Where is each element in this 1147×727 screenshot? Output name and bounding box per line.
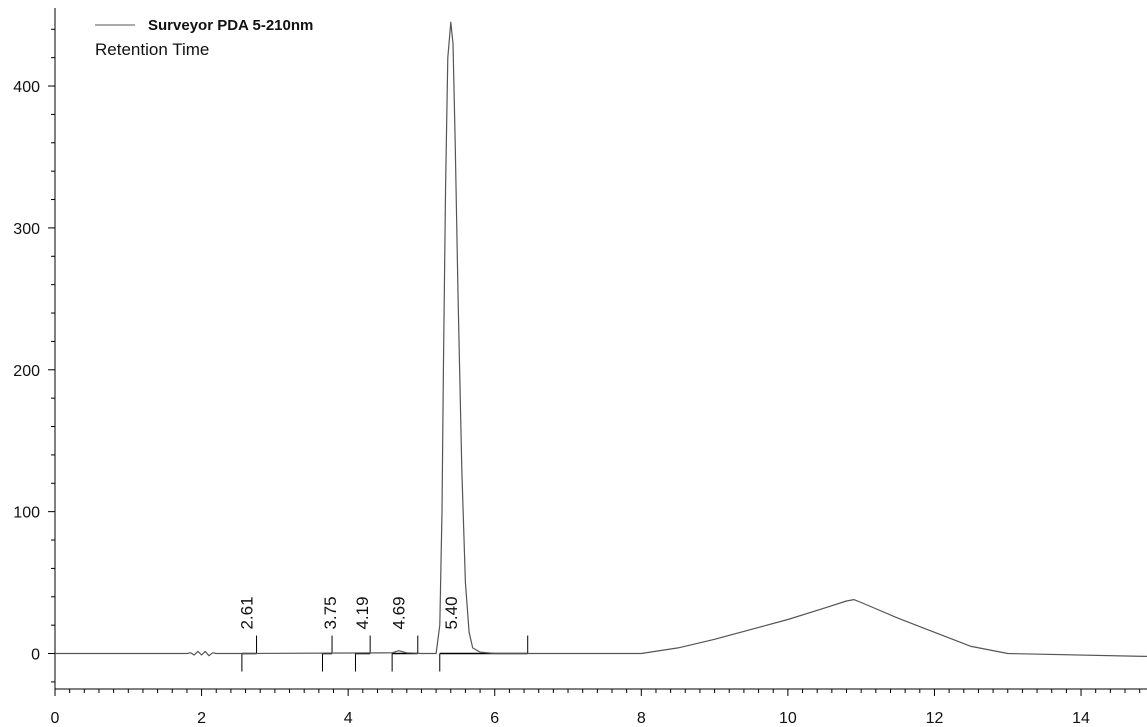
- x-tick-label: 14: [1072, 710, 1090, 727]
- y-tick-label: 0: [31, 647, 40, 664]
- x-tick-label: 6: [490, 710, 499, 727]
- x-tick-label: 8: [637, 710, 646, 727]
- chromatogram-trace: [55, 21, 1147, 657]
- x-tick-label: 0: [51, 710, 60, 727]
- trace-layer: [55, 21, 1147, 657]
- legend-series-name: Surveyor PDA 5-210nm: [148, 17, 313, 34]
- peak-label: 2.61: [237, 596, 256, 629]
- x-tick-label: 2: [197, 710, 206, 727]
- peak-label: 3.75: [321, 596, 340, 629]
- axis-layer: 0 2 4 6 8 10 12 14 0 100 200 300 400: [13, 8, 1147, 727]
- x-tick-label: 12: [926, 710, 944, 727]
- x-tick-label: 4: [344, 710, 353, 727]
- peak-marker-layer: 2.61 3.75 4.19 4.69 5.40: [237, 596, 529, 672]
- y-tick-label: 300: [13, 221, 40, 238]
- y-tick-label: 200: [13, 363, 40, 380]
- legend: Surveyor PDA 5-210nm Retention Time: [95, 17, 313, 59]
- peak-label: 5.40: [442, 596, 461, 629]
- peak-label: 4.19: [353, 596, 372, 629]
- legend-subtitle: Retention Time: [95, 40, 209, 59]
- peak-label: 4.69: [390, 596, 409, 629]
- y-tick-label: 400: [13, 79, 40, 96]
- x-tick-label: 10: [779, 710, 797, 727]
- y-tick-label: 100: [13, 505, 40, 522]
